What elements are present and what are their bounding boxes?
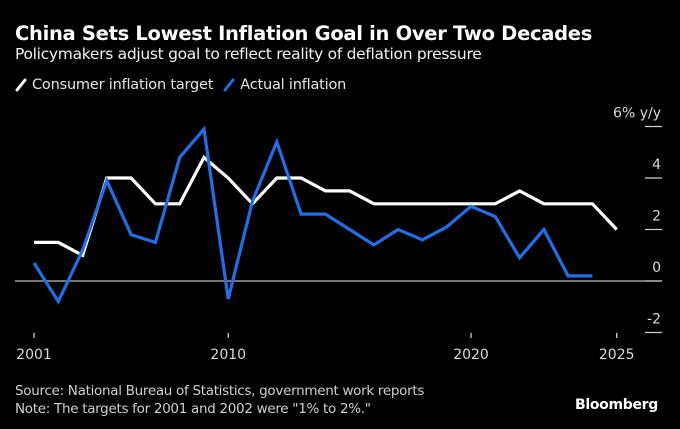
footer: Source: National Bureau of Statistics, g… xyxy=(15,382,424,418)
x-tick-label: 2025 xyxy=(599,347,635,363)
x-tick-label: 2001 xyxy=(16,347,52,363)
y-tick-label: 6% y/y xyxy=(613,106,661,122)
series-line-target xyxy=(34,154,618,258)
y-axis: 6% y/y 4 2 0 -2 xyxy=(613,106,662,334)
source-note: Source: National Bureau of Statistics, g… xyxy=(15,383,425,399)
x-tick-label: 2010 xyxy=(210,347,246,363)
chart-subtitle: Policymakers adjust goal to reflect real… xyxy=(15,45,482,63)
y-tick-label: 0 xyxy=(652,260,661,276)
y-tick-label: 4 xyxy=(652,157,661,173)
legend-item-target: Consumer inflation target xyxy=(15,77,213,93)
y-tick-label: -2 xyxy=(647,312,661,328)
chart-title: China Sets Lowest Inflation Goal in Over… xyxy=(15,22,592,45)
legend: Consumer inflation target Actual inflati… xyxy=(15,77,356,93)
footnote: Note: The targets for 2001 and 2002 were… xyxy=(15,401,371,417)
line-swatch-icon xyxy=(223,78,235,92)
x-axis: 2001 2010 2020 2025 xyxy=(16,333,635,363)
line-swatch-icon xyxy=(15,78,27,92)
legend-label: Actual inflation xyxy=(240,77,347,93)
series-layer xyxy=(32,125,618,305)
bloomberg-logo: Bloomberg xyxy=(574,397,658,413)
legend-label: Consumer inflation target xyxy=(32,77,214,93)
x-tick-label: 2020 xyxy=(453,347,489,363)
legend-item-actual: Actual inflation xyxy=(223,77,346,93)
y-tick-label: 2 xyxy=(652,209,661,225)
series-line-actual xyxy=(32,125,593,305)
